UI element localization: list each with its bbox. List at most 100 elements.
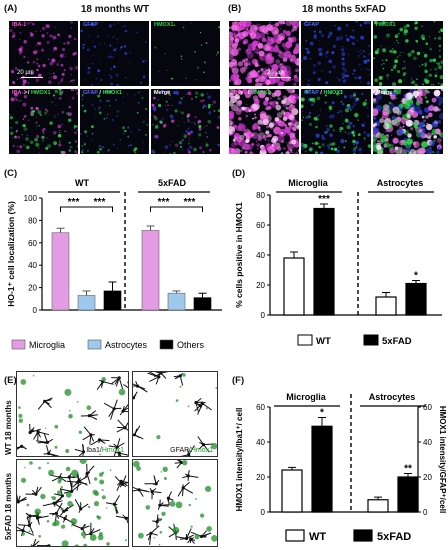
signal-spot: [332, 129, 336, 132]
signal-spot: [373, 120, 375, 124]
y-tick-label: 80: [256, 191, 265, 200]
signal-spot: [290, 36, 297, 43]
y-tick-label: 40: [28, 261, 37, 270]
signal-spot: [74, 150, 77, 153]
signal-spot: [22, 124, 26, 128]
signal-spot: [88, 66, 91, 70]
cell-body: [117, 376, 121, 380]
hmox1-signal: [133, 460, 140, 468]
signal-spot: [15, 130, 18, 133]
signal-spot: [397, 113, 399, 115]
signal-spot: [439, 132, 443, 138]
fluorescence-signal: [80, 21, 148, 86]
signal-spot: [422, 124, 426, 127]
signal-spot: [325, 63, 327, 65]
panel-b-micrographs: IBA-1 20 µm GFAP HMOX1 IBA-1 / HMOX1 GFA…: [228, 20, 444, 155]
signal-spot: [91, 125, 94, 128]
signal-spot: [276, 146, 282, 151]
signal-spot: [66, 111, 70, 116]
bar: [167, 292, 186, 311]
signal-spot: [198, 125, 202, 129]
hmox1-signal: [78, 430, 83, 434]
signal-spot: [14, 120, 19, 125]
signal-spot: [284, 123, 287, 127]
signal-spot: [405, 23, 410, 28]
signal-spot: [352, 139, 356, 144]
signal-spot: [285, 142, 287, 143]
signal-spot: [369, 73, 371, 77]
signal-spot: [280, 131, 284, 135]
signal-spot: [292, 48, 299, 55]
signal-spot: [315, 133, 320, 138]
signal-spot: [48, 77, 50, 79]
signal-spot: [399, 92, 401, 95]
signal-spot: [66, 41, 70, 45]
signal-spot: [270, 38, 273, 41]
signal-spot: [292, 78, 294, 80]
signal-spot: [123, 133, 125, 135]
bar: [313, 207, 335, 316]
signal-spot: [44, 108, 47, 111]
signal-spot: [231, 67, 239, 75]
signal-spot: [47, 144, 52, 149]
cell-body: [149, 531, 153, 535]
hmox1-signal: [76, 401, 79, 403]
signal-spot: [383, 63, 385, 65]
legend-label: Microglia: [29, 340, 65, 350]
y-tick-label: 40: [423, 438, 432, 447]
signal-spot: [195, 91, 199, 95]
cell-body: [28, 430, 32, 435]
signal-spot: [179, 111, 181, 113]
cell-process: [74, 499, 82, 510]
signal-spot: [252, 95, 259, 101]
signal-spot: [412, 90, 420, 97]
signal-spot: [54, 116, 56, 118]
signal-spot: [283, 147, 286, 150]
signal-spot: [185, 129, 189, 133]
y-tick-label: 80: [28, 216, 37, 225]
cell-process: [125, 518, 128, 524]
cell-body: [133, 433, 137, 437]
signal-spot: [99, 147, 102, 151]
signal-spot: [231, 43, 238, 49]
signal-spot: [231, 147, 240, 154]
signal-spot: [421, 115, 425, 119]
signal-spot: [401, 114, 408, 121]
cell-drawing: [133, 372, 217, 456]
signal-spot: [297, 39, 299, 40]
signal-spot: [352, 29, 355, 32]
signal-spot: [425, 42, 429, 46]
signal-spot: [122, 96, 124, 98]
hmox1-signal: [194, 534, 200, 540]
hmox1-signal: [87, 505, 91, 509]
hmox1-signal: [64, 388, 72, 396]
signal-spot: [9, 115, 14, 120]
signal-spot: [35, 50, 39, 53]
hmox1-signal: [136, 466, 141, 471]
signal-spot: [18, 47, 23, 52]
hmox1-signal: [188, 503, 191, 507]
hmox1-signal: [195, 498, 197, 500]
signal-spot: [136, 101, 140, 105]
signal-spot: [74, 140, 78, 143]
signal-spot: [242, 30, 249, 37]
signal-spot: [156, 103, 158, 105]
signal-spot: [91, 133, 94, 135]
signal-spot: [207, 106, 211, 109]
signal-spot: [166, 69, 168, 71]
signal-spot: [361, 123, 365, 127]
signal-spot: [384, 141, 390, 148]
signal-spot: [365, 99, 367, 102]
signal-spot: [331, 114, 335, 119]
signal-spot: [68, 34, 72, 39]
signal-spot: [340, 100, 343, 103]
signal-spot: [114, 98, 117, 101]
signal-spot: [199, 99, 203, 103]
cell-process: [86, 465, 95, 474]
signal-spot: [332, 142, 336, 146]
signal-spot: [97, 69, 101, 73]
signal-spot: [124, 129, 127, 133]
hmox1-signal: [69, 409, 71, 412]
signal-spot: [435, 95, 439, 99]
signal-spot: [281, 42, 287, 48]
